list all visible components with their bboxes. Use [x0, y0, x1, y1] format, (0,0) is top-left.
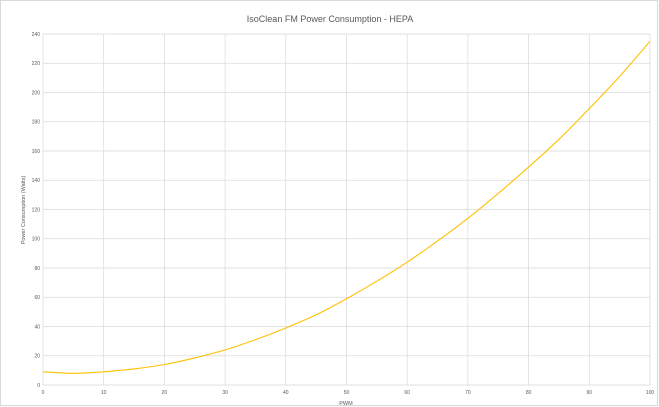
x-tick-label-60: 60 [404, 390, 410, 396]
x-tick-label-70: 70 [465, 390, 471, 396]
y-tick-label-100: 100 [32, 237, 41, 243]
x-tick-label-100: 100 [646, 390, 655, 396]
y-tick-label-120: 120 [32, 207, 41, 213]
x-tick-label-0: 0 [42, 390, 45, 396]
chart-title: IsoClean FM Power Consumption - HEPA [247, 14, 413, 24]
x-tick-label-30: 30 [222, 390, 228, 396]
y-tick-label-80: 80 [34, 266, 40, 272]
x-tick-label-20: 20 [162, 390, 168, 396]
y-tick-label-20: 20 [34, 354, 40, 360]
y-tick-label-40: 40 [34, 324, 40, 330]
x-tick-label-40: 40 [283, 390, 289, 396]
x-tick-label-10: 10 [101, 390, 107, 396]
y-tick-label-160: 160 [32, 149, 41, 155]
series-line-0 [42, 40, 651, 374]
y-tick-label-140: 140 [32, 178, 41, 184]
tick-labels: 0 10 20 30 40 50 60 70 80 90 100 0 20 40 60 80 100 120 140… [32, 32, 655, 396]
y-tick-label-0: 0 [37, 383, 40, 389]
y-tick-label-60: 60 [34, 295, 40, 301]
series-layer [42, 40, 651, 374]
x-tick-label-80: 80 [526, 390, 532, 396]
y-axis-title: Power Consumption (Watts) [21, 176, 27, 245]
y-tick-label-200: 200 [32, 90, 41, 96]
gridlines [42, 33, 651, 386]
x-tick-label-90: 90 [587, 390, 593, 396]
y-tick-label-180: 180 [32, 120, 41, 126]
x-tick-label-50: 50 [344, 390, 350, 396]
y-tick-label-220: 220 [32, 61, 41, 67]
x-axis-title: PWM [339, 401, 353, 407]
y-tick-label-240: 240 [32, 32, 41, 38]
